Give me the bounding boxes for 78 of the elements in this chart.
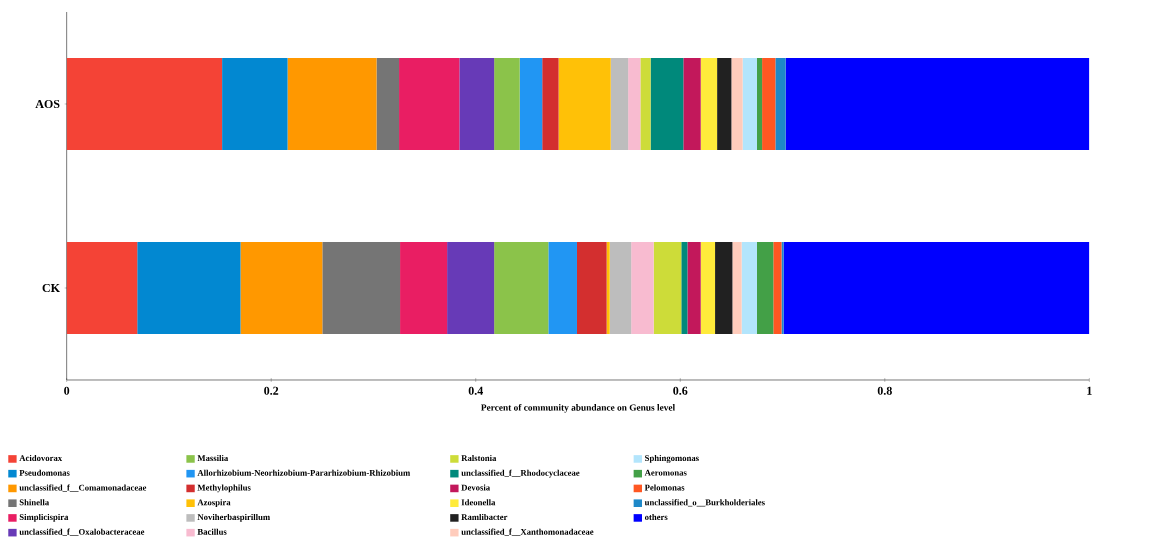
legend-label: Bacillus xyxy=(197,528,227,535)
bar xyxy=(756,242,774,335)
legend-label: Acidovorax xyxy=(19,455,63,462)
bar xyxy=(542,58,559,151)
legend-label: Azospira xyxy=(197,499,231,508)
bar xyxy=(756,58,763,151)
bar xyxy=(683,58,701,151)
y-tick-label: AOS xyxy=(35,100,60,109)
x-tick-label: 1 xyxy=(1087,386,1092,395)
bar xyxy=(137,242,241,335)
bar xyxy=(287,58,377,151)
bar xyxy=(494,58,520,151)
x-tick-label: 0.6 xyxy=(673,386,688,396)
bar xyxy=(240,242,323,335)
legend-label: Ramlibacter xyxy=(461,514,508,521)
bar xyxy=(447,242,495,335)
bar xyxy=(773,242,782,335)
legend-label: Noviherbaspirillum xyxy=(197,514,270,522)
bar xyxy=(628,58,641,151)
bar xyxy=(222,58,288,151)
legend-label: Devosia xyxy=(461,484,490,491)
legend-label: Pelomonas xyxy=(644,484,685,491)
legend-label: Simplicispira xyxy=(19,514,69,522)
bar xyxy=(762,58,776,151)
bar xyxy=(687,242,701,335)
bar xyxy=(399,58,460,151)
x-tick-label: 0.8 xyxy=(877,386,892,396)
bar xyxy=(717,58,732,151)
legend-label: Aeromonas xyxy=(644,469,687,476)
legend-label: unclassified_f__Rhodocyclaceae xyxy=(461,469,580,478)
bar xyxy=(631,242,654,335)
bar xyxy=(610,58,629,151)
legend-label: Methylophilus xyxy=(197,484,251,493)
bar xyxy=(376,58,400,151)
legend-label: Shinella xyxy=(19,499,50,506)
bar xyxy=(700,242,716,335)
bar xyxy=(785,58,1090,151)
bar xyxy=(640,58,651,151)
bar xyxy=(459,58,495,151)
bar xyxy=(519,58,543,151)
bar xyxy=(681,242,688,335)
bar xyxy=(742,58,757,151)
bar xyxy=(650,58,684,151)
x-tick-label: 0 xyxy=(64,386,70,395)
legend-label: Ideonella xyxy=(461,499,496,506)
bar xyxy=(653,242,682,335)
bar xyxy=(400,242,448,335)
bar xyxy=(66,242,138,335)
bar xyxy=(606,242,610,335)
bar xyxy=(548,242,577,335)
bar xyxy=(576,242,607,335)
bar xyxy=(783,242,1090,335)
legend-label: Sphingomonas xyxy=(645,455,699,464)
legend-label: unclassified_f__Oxalobacteraceae xyxy=(19,528,145,537)
bar xyxy=(732,242,742,335)
y-tick-label: CK xyxy=(42,284,60,293)
legend-label: others xyxy=(644,514,668,521)
x-axis-title: Percent of community abundance on Genus level xyxy=(481,404,675,413)
bar xyxy=(741,242,757,335)
bar xyxy=(322,242,401,335)
legend-label: Allorhizobium-Neorhizobium-Pararhizobium-Rhizobium xyxy=(197,469,411,476)
bar xyxy=(494,242,549,335)
legend-label: unclassified_o__Burkholderiales xyxy=(644,499,765,507)
bar xyxy=(775,58,786,151)
x-tick-label: 0.4 xyxy=(468,386,484,396)
bar xyxy=(609,242,632,335)
legend-label: unclassified_f__Xanthomonadaceae xyxy=(461,528,594,537)
bar xyxy=(700,58,718,151)
bar xyxy=(731,58,743,151)
bar xyxy=(781,242,784,335)
bar xyxy=(715,242,733,335)
x-tick-label: 0.2 xyxy=(264,386,279,396)
bar xyxy=(558,58,611,151)
bar xyxy=(66,58,223,151)
legend-label: Pseudomonas xyxy=(19,469,70,476)
legend-label: unclassified_f__Comamonadaceae xyxy=(19,484,147,492)
legend-label: Massilia xyxy=(197,455,229,462)
legend-label: Ralstonia xyxy=(461,455,497,462)
